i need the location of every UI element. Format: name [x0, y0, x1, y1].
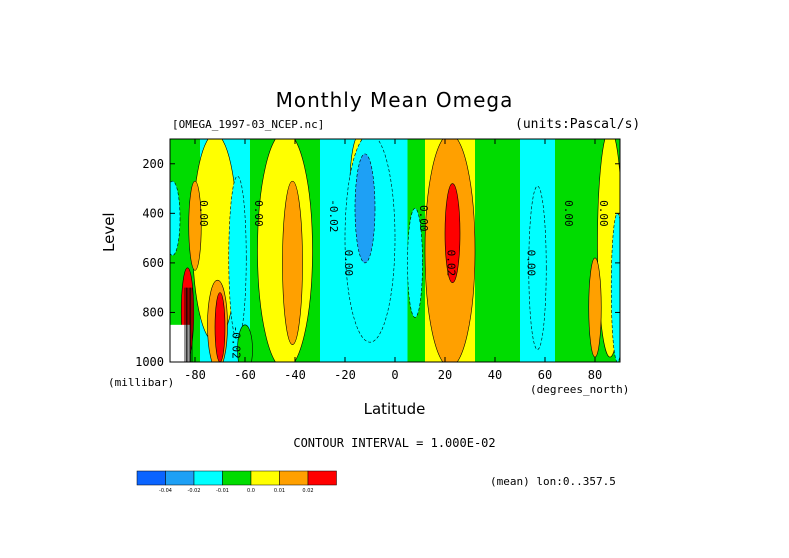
contour-region	[282, 180, 303, 345]
colorbar-label: 0.02	[302, 488, 313, 494]
contour-label: -0.02	[230, 326, 243, 359]
x-tick-label: -40	[284, 368, 306, 382]
x-axis-unit: (degrees_north)	[530, 383, 630, 396]
colorbar-label: -0.01	[216, 488, 229, 494]
colorbar-label: -0.04	[159, 488, 172, 494]
chart-title: Monthly Mean Omega	[275, 88, 514, 112]
x-tick-label: 80	[588, 368, 602, 382]
x-tick-label: 20	[438, 368, 452, 382]
colorbar-swatch	[222, 470, 252, 486]
colorbar-swatch	[193, 470, 223, 486]
x-tick-label: 60	[538, 368, 552, 382]
contour-region	[444, 183, 461, 284]
y-tick-label: 800	[142, 305, 164, 319]
colorbar-label: 0.01	[274, 488, 285, 494]
contour-label: 0.00	[525, 250, 538, 277]
x-tick-label: -60	[234, 368, 256, 382]
colorbar-swatch	[307, 470, 337, 486]
units-label: (units:Pascal/s)	[515, 117, 641, 132]
colorbar-label: -0.02	[188, 488, 201, 494]
contour-region	[588, 257, 602, 358]
y-tick-label: 1000	[135, 355, 164, 369]
contour-region	[610, 213, 620, 362]
contour-region	[407, 208, 423, 318]
contour-field	[170, 139, 620, 362]
contour-label: 0.00	[342, 250, 355, 277]
colorbar-swatch	[250, 470, 280, 486]
contour-region	[188, 180, 202, 271]
contour-region	[528, 185, 547, 350]
contour-region	[354, 153, 376, 264]
contour-band	[475, 139, 520, 362]
colorbar-label: 0.0	[247, 488, 255, 494]
contour-interval-note: CONTOUR INTERVAL = 1.000E-02	[293, 436, 496, 450]
mean-longitude-note: (mean) lon:0..357.5	[490, 475, 616, 488]
contour-region	[214, 292, 226, 362]
contour-band	[320, 139, 335, 362]
colorbar-swatch	[165, 470, 195, 486]
colorbar-swatch	[136, 470, 166, 486]
x-tick-label: 0	[391, 368, 398, 382]
y-axis-label: Level	[100, 212, 118, 252]
y-tick-label: 200	[142, 157, 164, 171]
contour-label: 0.00	[417, 205, 430, 232]
missing-data-region	[170, 324, 190, 362]
contour-label: 0.02	[445, 250, 458, 277]
y-axis-ticks: 200 400 600 800 1000	[135, 157, 620, 369]
contour-label: 0.00	[562, 200, 575, 227]
contour-labels: 0.00 0.00 -0.02 0.00 0.00 0.02 0.00 0.00 0.00 -0.…	[197, 199, 610, 358]
colorbar: -0.04 -0.02 -0.01 0.0 0.01 0.02	[136, 470, 337, 494]
contour-label: 0.00	[597, 200, 610, 227]
colorbar-swatch	[279, 470, 309, 486]
contour-region	[170, 180, 181, 256]
contour-region	[228, 175, 247, 340]
y-tick-label: 400	[142, 206, 164, 220]
contour-label: 0.00	[252, 200, 265, 227]
y-axis-unit: (millibar)	[108, 376, 175, 389]
x-axis-label: Latitude	[363, 400, 426, 418]
file-label: [OMEGA_1997-03_NCEP.nc]	[172, 118, 325, 131]
y-tick-label: 600	[142, 256, 164, 270]
x-axis-ticks: -80 -60 -40 -20 0 20 40 60 80	[184, 139, 602, 382]
x-tick-label: 40	[488, 368, 502, 382]
contour-label: -0.02	[327, 199, 340, 232]
contour-label: 0.00	[197, 200, 210, 227]
x-tick-label: -20	[334, 368, 356, 382]
contour-region	[237, 324, 253, 362]
x-tick-label: -80	[184, 368, 206, 382]
